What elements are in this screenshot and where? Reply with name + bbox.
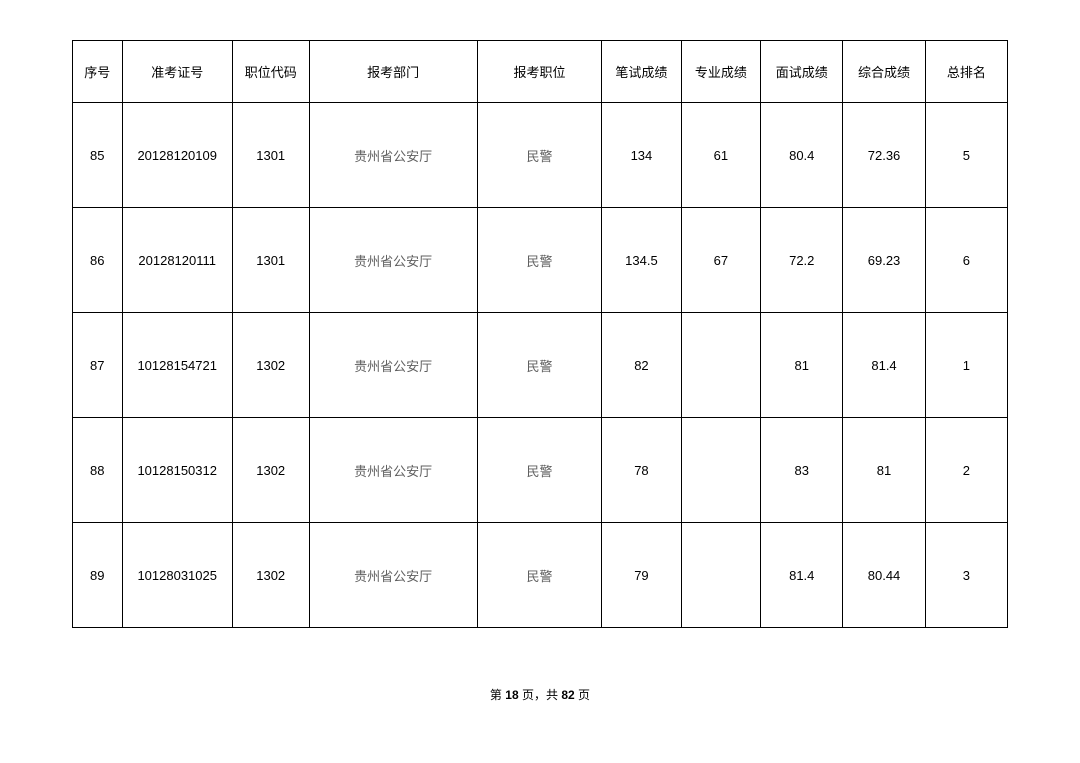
cell-post: 民警 <box>477 313 601 418</box>
cell-post: 民警 <box>477 418 601 523</box>
cell-written: 82 <box>602 313 681 418</box>
cell-poscode: 1302 <box>232 313 309 418</box>
cell-post: 民警 <box>477 523 601 628</box>
cell-dept: 贵州省公安厅 <box>309 103 477 208</box>
table-row: 87101281547211302贵州省公安厅民警82 8181.41 <box>73 313 1008 418</box>
cell-poscode: 1301 <box>232 103 309 208</box>
cell-interview: 72.2 <box>761 208 843 313</box>
cell-seq: 89 <box>73 523 123 628</box>
footer-prefix: 第 <box>490 688 502 702</box>
cell-post: 民警 <box>477 103 601 208</box>
cell-poscode: 1302 <box>232 523 309 628</box>
col-header-4: 报考职位 <box>477 41 601 103</box>
cell-pro: 61 <box>681 103 760 208</box>
cell-total: 81 <box>843 418 925 523</box>
cell-dept: 贵州省公安厅 <box>309 418 477 523</box>
cell-dept: 贵州省公安厅 <box>309 208 477 313</box>
cell-pro <box>681 418 760 523</box>
cell-interview: 80.4 <box>761 103 843 208</box>
footer-total-page: 82 <box>561 688 574 702</box>
table-row: 85201281201091301贵州省公安厅民警1346180.472.365 <box>73 103 1008 208</box>
cell-interview: 81 <box>761 313 843 418</box>
cell-total: 80.44 <box>843 523 925 628</box>
col-header-9: 总排名 <box>925 41 1007 103</box>
cell-ticket: 20128120109 <box>122 103 232 208</box>
col-header-6: 专业成绩 <box>681 41 760 103</box>
col-header-5: 笔试成绩 <box>602 41 681 103</box>
cell-written: 78 <box>602 418 681 523</box>
cell-rank: 3 <box>925 523 1007 628</box>
cell-total: 81.4 <box>843 313 925 418</box>
header-row: 序号准考证号职位代码报考部门报考职位笔试成绩专业成绩面试成绩综合成绩总排名 <box>73 41 1008 103</box>
table-body: 85201281201091301贵州省公安厅民警1346180.472.365… <box>73 103 1008 628</box>
cell-total: 72.36 <box>843 103 925 208</box>
col-header-3: 报考部门 <box>309 41 477 103</box>
table-head: 序号准考证号职位代码报考部门报考职位笔试成绩专业成绩面试成绩综合成绩总排名 <box>73 41 1008 103</box>
cell-poscode: 1301 <box>232 208 309 313</box>
cell-ticket: 20128120111 <box>122 208 232 313</box>
cell-pro <box>681 313 760 418</box>
col-header-1: 准考证号 <box>122 41 232 103</box>
cell-dept: 贵州省公安厅 <box>309 523 477 628</box>
page-footer: 第 18 页，共 82 页 <box>72 686 1008 703</box>
footer-suffix: 页 <box>578 688 590 702</box>
footer-mid: 页，共 <box>522 688 558 702</box>
table-row: 89101280310251302贵州省公安厅民警79 81.480.443 <box>73 523 1008 628</box>
cell-rank: 5 <box>925 103 1007 208</box>
results-table: 序号准考证号职位代码报考部门报考职位笔试成绩专业成绩面试成绩综合成绩总排名 85… <box>72 40 1008 628</box>
col-header-0: 序号 <box>73 41 123 103</box>
cell-poscode: 1302 <box>232 418 309 523</box>
cell-ticket: 10128154721 <box>122 313 232 418</box>
cell-seq: 87 <box>73 313 123 418</box>
cell-seq: 88 <box>73 418 123 523</box>
col-header-8: 综合成绩 <box>843 41 925 103</box>
col-header-7: 面试成绩 <box>761 41 843 103</box>
cell-ticket: 10128150312 <box>122 418 232 523</box>
cell-post: 民警 <box>477 208 601 313</box>
cell-dept: 贵州省公安厅 <box>309 313 477 418</box>
cell-interview: 81.4 <box>761 523 843 628</box>
table-row: 88101281503121302贵州省公安厅民警78 83812 <box>73 418 1008 523</box>
cell-rank: 6 <box>925 208 1007 313</box>
cell-seq: 85 <box>73 103 123 208</box>
cell-written: 134 <box>602 103 681 208</box>
table-row: 86201281201111301贵州省公安厅民警134.56772.269.2… <box>73 208 1008 313</box>
col-header-2: 职位代码 <box>232 41 309 103</box>
cell-written: 79 <box>602 523 681 628</box>
cell-interview: 83 <box>761 418 843 523</box>
cell-ticket: 10128031025 <box>122 523 232 628</box>
cell-written: 134.5 <box>602 208 681 313</box>
cell-pro: 67 <box>681 208 760 313</box>
cell-seq: 86 <box>73 208 123 313</box>
footer-current-page: 18 <box>505 688 518 702</box>
cell-total: 69.23 <box>843 208 925 313</box>
cell-rank: 1 <box>925 313 1007 418</box>
cell-pro <box>681 523 760 628</box>
cell-rank: 2 <box>925 418 1007 523</box>
